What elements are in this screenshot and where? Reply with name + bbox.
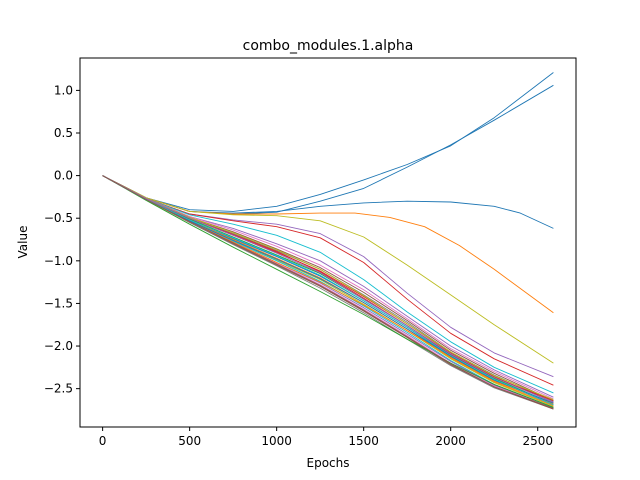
series-lines: [102, 72, 554, 410]
series-line-5: [102, 175, 554, 364]
y-tick-label: −1.5: [44, 296, 73, 310]
y-tick-label: 0.0: [54, 169, 73, 183]
x-tick-label: 1000: [261, 434, 292, 448]
chart-title: combo_modules.1.alpha: [243, 38, 414, 54]
y-axis: 1.0 0.5 0.0 −0.5 −1.0 −1.5 −2.0 −2.5: [44, 83, 80, 396]
series-line-30: [102, 175, 554, 410]
x-tick-label: 2000: [435, 434, 466, 448]
x-tick-label: 2500: [522, 434, 553, 448]
y-tick-label: 0.5: [54, 126, 73, 140]
y-tick-label: −1.0: [44, 254, 73, 268]
series-line-29: [102, 175, 554, 403]
series-line-7: [102, 175, 554, 386]
y-tick-label: −2.0: [44, 339, 73, 353]
x-axis-label: Epochs: [307, 456, 350, 470]
series-line-8: [102, 175, 554, 394]
series-line-22: [102, 175, 554, 410]
series-line-10: [102, 175, 554, 400]
y-tick-label: −0.5: [44, 211, 73, 225]
plot-area-frame: [79, 57, 577, 428]
x-tick-label: 500: [178, 434, 201, 448]
series-line-28: [102, 175, 554, 406]
series-line-23: [102, 175, 554, 408]
x-tick-label: 0: [99, 434, 107, 448]
x-axis: 0 500 1000 1500 2000 2500: [99, 427, 553, 448]
series-line-25: [102, 175, 554, 404]
y-axis-label: Value: [16, 226, 30, 259]
y-tick-label: −2.5: [44, 382, 73, 396]
x-tick-label: 1500: [348, 434, 379, 448]
series-line-27: [102, 175, 554, 401]
y-tick-label: 1.0: [54, 83, 73, 97]
